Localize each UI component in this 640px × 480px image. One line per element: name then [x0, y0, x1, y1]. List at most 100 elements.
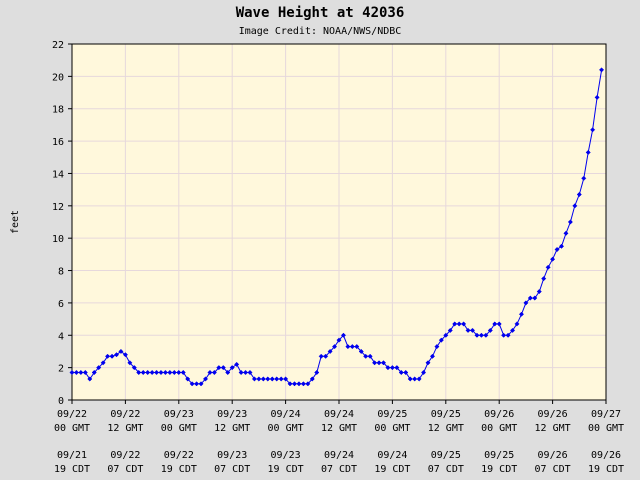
x-tick-label: 00 GMT [374, 423, 410, 434]
x-tick-label: 19 CDT [588, 464, 624, 475]
data-point [536, 289, 542, 295]
data-point [483, 332, 489, 338]
data-point [171, 369, 177, 376]
x-tick-label: 00 GMT [588, 423, 624, 434]
x-tick-label: 09/21 [57, 450, 87, 461]
data-point [527, 295, 533, 301]
y-tick-label: 22 [52, 40, 64, 51]
data-point [465, 327, 471, 333]
data-point [327, 348, 333, 355]
data-point [167, 369, 173, 376]
data-point [443, 332, 449, 338]
data-point [558, 243, 565, 249]
data-point [216, 365, 222, 371]
data-point [158, 369, 164, 376]
x-tick-label: 00 GMT [161, 423, 197, 434]
data-point [398, 369, 404, 376]
x-tick-label: 09/26 [538, 450, 568, 461]
data-point [492, 321, 498, 327]
data-point [505, 332, 511, 338]
data-point [202, 376, 209, 382]
data-point [340, 332, 347, 338]
data-point [598, 67, 605, 73]
y-tick-label: 16 [52, 137, 64, 148]
data-point [452, 321, 458, 327]
data-point [91, 369, 97, 376]
data-point [429, 353, 436, 359]
y-tick-label: 14 [52, 169, 64, 180]
data-point [194, 381, 200, 387]
data-point [394, 365, 400, 371]
data-point [532, 295, 538, 301]
x-tick-label: 07 CDT [321, 464, 357, 475]
x-tick-label: 09/23 [271, 450, 301, 461]
x-tick-label: 19 CDT [268, 464, 304, 475]
data-point [127, 360, 133, 366]
data-point [363, 353, 369, 359]
data-point [265, 376, 271, 382]
data-point [145, 369, 151, 376]
data-point [82, 369, 88, 376]
data-point [162, 369, 169, 376]
x-tick-label: 09/24 [324, 409, 354, 420]
y-tick-label: 12 [52, 202, 64, 213]
x-tick-label: 09/22 [110, 450, 140, 461]
data-point [590, 127, 596, 133]
x-tick-label: 19 CDT [374, 464, 410, 475]
data-point [412, 376, 418, 382]
x-tick-label: 12 GMT [321, 423, 357, 434]
x-tick-label: 09/25 [377, 409, 407, 420]
data-point [518, 311, 525, 317]
data-point [136, 369, 142, 376]
data-point [211, 369, 217, 376]
data-point [283, 376, 289, 382]
x-tick-label: 00 GMT [481, 423, 517, 434]
y-axis-label: feet [10, 210, 21, 234]
y-tick-label: 20 [52, 72, 64, 83]
data-point [496, 321, 502, 327]
x-tick-label: 09/23 [217, 409, 247, 420]
data-point [300, 381, 306, 387]
data-point [256, 376, 262, 382]
data-point [501, 332, 507, 338]
data-point [474, 332, 480, 338]
x-tick-label: 09/26 [484, 409, 514, 420]
data-point [469, 327, 476, 333]
data-point [425, 360, 431, 366]
x-tick-label: 09/23 [217, 450, 247, 461]
x-tick-label: 12 GMT [214, 423, 250, 434]
data-point [198, 381, 204, 387]
data-point [234, 361, 240, 367]
x-tick-label: 09/25 [431, 450, 461, 461]
x-tick-label: 09/25 [484, 450, 514, 461]
x-tick-label: 09/23 [164, 409, 194, 420]
data-point [461, 321, 467, 327]
y-tick-label: 4 [58, 331, 64, 342]
data-point [554, 246, 560, 253]
data-point [296, 381, 302, 387]
chart-subtitle: Image Credit: NOAA/NWS/NDBC [239, 26, 402, 37]
data-point [354, 344, 360, 350]
x-tick-label: 19 CDT [481, 464, 517, 475]
x-tick-label: 19 CDT [54, 464, 90, 475]
data-point [274, 376, 280, 382]
data-point [385, 365, 391, 371]
y-tick-label: 2 [58, 364, 64, 375]
x-tick-label: 09/22 [110, 409, 140, 420]
data-point [105, 353, 111, 359]
data-point [594, 94, 600, 100]
data-point [189, 381, 195, 387]
x-tick-label: 07 CDT [107, 464, 143, 475]
data-point [87, 376, 93, 382]
data-point [118, 348, 124, 355]
data-point [420, 369, 427, 376]
y-tick-label: 0 [58, 396, 64, 407]
data-point [367, 353, 373, 359]
data-point [545, 264, 551, 270]
data-point [113, 352, 120, 358]
x-tick-label: 00 GMT [54, 423, 90, 434]
data-point [242, 369, 249, 376]
x-tick-label: 09/22 [164, 450, 194, 461]
data-point [291, 381, 298, 387]
data-point [287, 381, 293, 387]
